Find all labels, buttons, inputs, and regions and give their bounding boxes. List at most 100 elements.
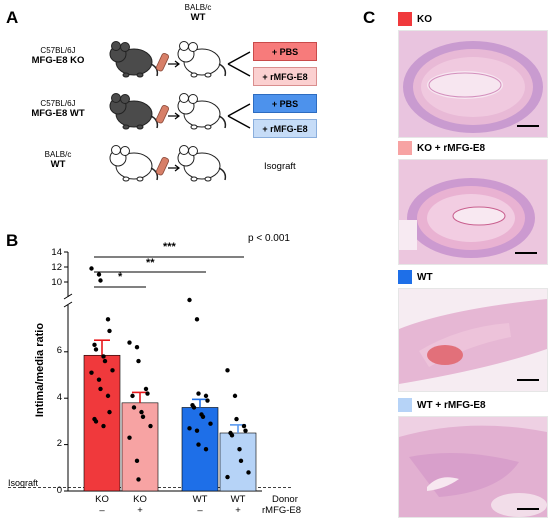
y-tick-label-2: 2 — [56, 438, 62, 449]
legend-swatch-ko-rmfge8 — [398, 141, 412, 155]
p-value-label: p < 0.001 — [248, 233, 290, 244]
legend-swatch-ko — [398, 12, 412, 26]
data-point — [107, 409, 112, 415]
recipient-balbc-strain: BALB/c — [44, 150, 72, 159]
donor-row-label: Donor — [272, 494, 298, 505]
data-point — [136, 477, 141, 482]
data-point — [241, 423, 247, 429]
sig-label-2: ** — [146, 257, 155, 269]
data-point — [203, 393, 209, 399]
panel-c-letter: C — [363, 8, 376, 27]
donor-strain-line2: WT — [190, 12, 206, 23]
data-point — [187, 297, 192, 303]
data-point — [134, 344, 140, 350]
data-point — [187, 426, 192, 431]
legend-swatch-wt-rmfge8 — [398, 398, 412, 412]
bar-2 — [181, 407, 219, 492]
data-point — [102, 358, 108, 364]
y-tick-label-4: 4 — [56, 392, 62, 403]
legend-ko-rmfge8: KO + rMFG-E8 — [398, 141, 485, 155]
axis-break-mark — [63, 301, 73, 308]
data-point — [234, 416, 239, 422]
data-point — [93, 419, 99, 424]
x-treat-3: – — [197, 505, 203, 516]
data-point — [93, 347, 99, 352]
intima-media-bar-chart — [8, 251, 292, 492]
x-label-ko-1: KO — [95, 494, 109, 505]
donor-strain-label: BALB/c WT — [168, 3, 228, 23]
data-point — [208, 421, 213, 426]
y-tick-label-10: 10 — [51, 277, 62, 288]
bar-3 — [219, 432, 257, 492]
sig-label-3: *** — [163, 241, 176, 253]
data-point — [232, 393, 238, 399]
legend-label-ko-rmfge8: KO + rMFG-E8 — [417, 142, 486, 154]
data-point — [237, 447, 242, 452]
recipient-label-wt: C57BL/6J MFG-E8 WT — [14, 99, 102, 119]
data-point — [92, 342, 97, 348]
histology-image-ko — [398, 30, 548, 138]
data-point — [130, 393, 135, 399]
ko-rmfge8-box: + rMFG-E8 — [253, 67, 317, 86]
x-label-ko-2: KO — [133, 494, 147, 505]
data-point — [134, 458, 140, 464]
data-point — [148, 423, 153, 429]
data-point — [143, 386, 149, 392]
data-point — [203, 447, 209, 452]
data-point — [96, 272, 102, 277]
bar-0 — [83, 354, 121, 492]
data-point — [101, 423, 106, 429]
legend-wt: WT — [398, 270, 433, 284]
x-label-wt-1: WT — [192, 494, 208, 505]
data-point — [196, 391, 201, 396]
data-point — [200, 414, 206, 419]
histology-image-wt-rmfge8 — [398, 416, 548, 518]
transplant-schematic — [109, 40, 251, 182]
panel-a-letter: A — [6, 8, 19, 27]
data-point — [196, 442, 201, 447]
legend-ko: KO — [398, 12, 432, 26]
legend-label-wt-rmfge8: WT + rMFG-E8 — [417, 399, 486, 411]
data-point — [96, 377, 102, 382]
data-point — [145, 391, 150, 396]
isograft-label: Isograft — [264, 161, 296, 172]
data-point — [225, 368, 230, 373]
data-point — [238, 458, 244, 464]
data-point — [229, 433, 235, 438]
data-point — [105, 393, 111, 399]
wt-pbs-box: + PBS — [253, 94, 317, 113]
data-point — [110, 368, 115, 373]
recipient-ko-strain: C57BL/6J — [40, 46, 76, 55]
x-treat-1: – — [99, 505, 105, 516]
data-point — [98, 278, 103, 283]
data-point — [194, 428, 200, 433]
histology-image-wt — [398, 288, 548, 392]
legend-label-ko: KO — [417, 13, 432, 25]
legend-wt-rmfge8: WT + rMFG-E8 — [398, 398, 486, 412]
histology-image-ko-rmfge8 — [398, 159, 548, 265]
y-tick-label-6: 6 — [56, 345, 62, 356]
data-point — [243, 428, 248, 433]
legend-label-wt: WT — [417, 271, 433, 283]
data-point — [191, 405, 197, 410]
ko-pbs-box: + PBS — [253, 42, 317, 61]
y-tick-label-12: 12 — [51, 262, 62, 273]
panel-b-letter: B — [6, 231, 19, 250]
y-tick-label-0: 0 — [56, 485, 62, 496]
recipient-wt-name: MFG-E8 WT — [31, 108, 85, 119]
recipient-ko-name: MFG-E8 KO — [31, 55, 85, 66]
legend-swatch-wt — [398, 270, 412, 284]
data-point — [205, 398, 210, 403]
data-point — [194, 317, 200, 322]
data-point — [101, 354, 106, 359]
recipient-balbc-name: WT — [50, 159, 66, 170]
recipient-wt-strain: C57BL/6J — [40, 99, 76, 108]
data-point — [131, 405, 137, 410]
x-treat-2: + — [137, 505, 143, 516]
wt-rmfge8-box: + rMFG-E8 — [253, 119, 317, 138]
recipient-label-balbc: BALB/c WT — [14, 150, 102, 170]
donor-strain-line1: BALB/c — [184, 3, 212, 12]
data-point — [136, 358, 141, 364]
data-point — [127, 435, 132, 440]
data-point — [105, 317, 111, 322]
